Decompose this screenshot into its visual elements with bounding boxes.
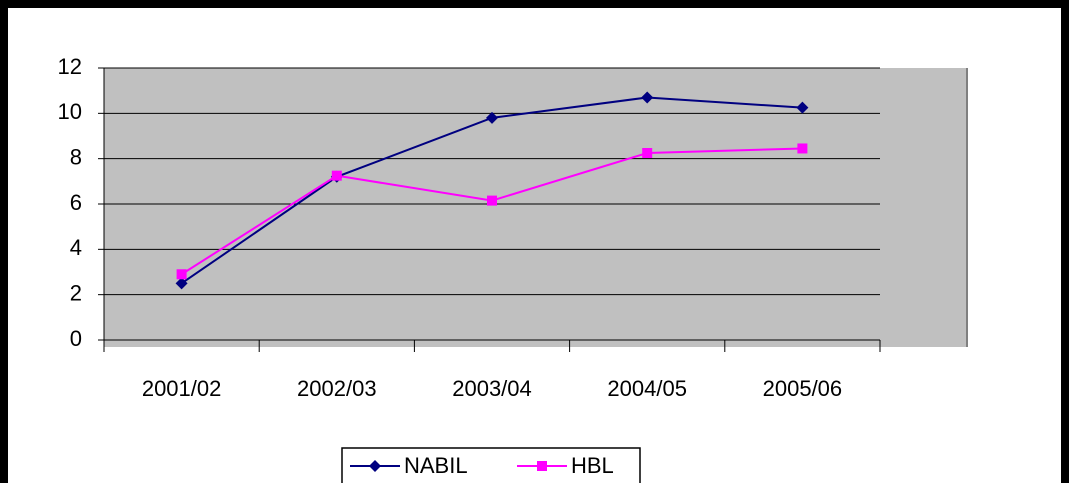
plot-wall: [104, 68, 967, 347]
legend-marker: [537, 461, 547, 471]
y-tick-label: 8: [70, 144, 82, 169]
point: [175, 277, 188, 290]
point: [796, 101, 809, 114]
y-tick-label: 6: [70, 190, 82, 215]
legend-label: HBL: [571, 453, 614, 478]
point: [487, 195, 497, 206]
y-tick-label: 0: [70, 326, 82, 351]
point: [176, 269, 187, 280]
x-tick-label: 2002/03: [297, 376, 377, 401]
x-tick-label: 2005/06: [763, 376, 843, 401]
y-tick-label: 12: [58, 54, 82, 79]
point: [331, 170, 342, 181]
legend: [341, 447, 641, 488]
point: [797, 143, 808, 154]
legend-label: NABIL: [404, 453, 468, 478]
point: [486, 111, 498, 124]
y-tick-label: 10: [58, 99, 82, 124]
point: [641, 91, 654, 104]
x-tick-label: 2003/04: [452, 376, 532, 401]
y-tick-label: 2: [70, 280, 82, 305]
point: [642, 148, 653, 158]
legend-marker: [369, 460, 381, 472]
x-tick-label: 2004/05: [607, 376, 687, 401]
x-tick-label: 2001/02: [142, 376, 222, 401]
y-tick-label: 4: [70, 235, 82, 260]
